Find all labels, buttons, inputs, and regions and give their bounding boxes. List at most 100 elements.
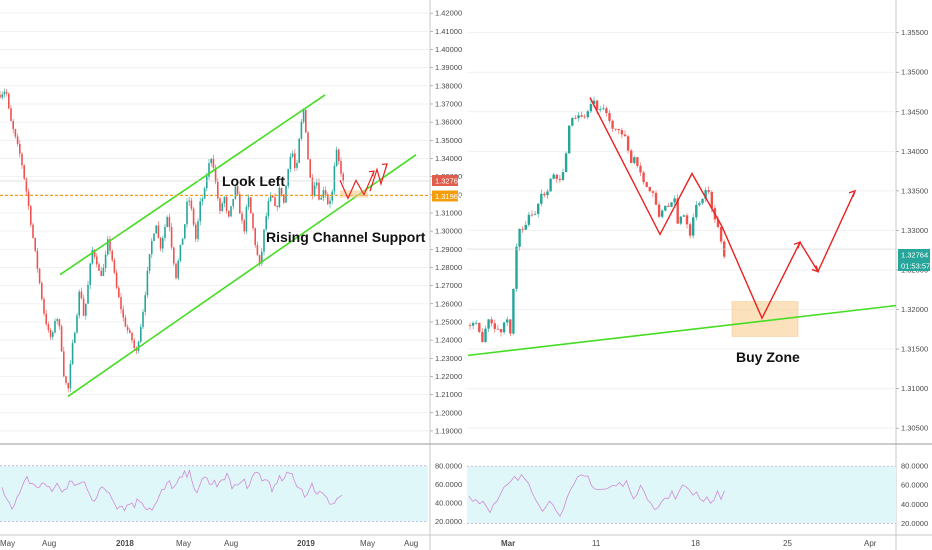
price-tick-label-1-5: 1.33000	[901, 226, 928, 235]
candle-body-0-108	[236, 186, 239, 195]
candle-body-0-134	[294, 153, 296, 168]
candle-body-0-6	[12, 121, 14, 130]
candle-body-0-51	[111, 250, 113, 261]
candle-body-0-109	[239, 194, 241, 214]
candle-body-0-64	[140, 327, 142, 342]
candle-body-0-129	[283, 194, 285, 203]
candle-body-0-0	[0, 94, 1, 98]
left-projection-arrow-0	[339, 170, 375, 200]
price-tick-label-0-4: 1.38000	[435, 81, 462, 90]
candle-body-1-37	[583, 116, 586, 118]
candle-body-0-96	[210, 158, 212, 164]
right-timer-text: 01:53:57	[901, 262, 930, 271]
look-left-label: Look Left	[222, 173, 285, 189]
candle-body-0-24	[52, 332, 54, 337]
candle-body-1-66	[673, 198, 676, 203]
candle-body-0-153	[335, 149, 338, 166]
candle-body-1-50	[623, 134, 627, 137]
rsi-tick-label-0-3: 20.0000	[435, 517, 462, 526]
candle-body-1-77	[707, 190, 710, 192]
candle-body-0-40	[87, 284, 89, 304]
candle-body-0-53	[115, 272, 118, 288]
candle-body-1-16	[518, 228, 521, 247]
rsi-tick-label-0-2: 40.0000	[435, 499, 462, 508]
candle-body-1-74	[698, 203, 701, 205]
candle-body-1-72	[692, 217, 695, 236]
candle-body-0-32	[69, 363, 72, 389]
candle-body-0-72	[157, 225, 160, 238]
x-label-aug-2: Aug	[224, 539, 238, 548]
candle-body-0-82	[179, 244, 182, 261]
candle-body-0-1	[1, 94, 3, 98]
candle-body-0-150	[329, 200, 331, 204]
candle-body-1-10	[499, 329, 503, 333]
candle-body-0-2	[3, 91, 6, 95]
candle-body-0-39	[85, 303, 87, 316]
candle-body-1-39	[589, 104, 593, 112]
x-label-25: 25	[783, 539, 792, 548]
price-tick-label-1-8: 1.31500	[901, 345, 928, 354]
candle-body-1-20	[530, 214, 534, 216]
candle-body-1-42	[599, 109, 602, 110]
candle-body-1-73	[695, 204, 698, 218]
candle-body-0-89	[195, 224, 197, 239]
candle-body-1-28	[555, 174, 558, 179]
candle-body-1-46	[611, 120, 614, 129]
candle-body-0-154	[338, 149, 340, 162]
candle-body-0-137	[300, 121, 303, 139]
candle-body-0-92	[201, 198, 204, 202]
candle-body-0-49	[107, 239, 109, 255]
candle-body-0-67	[146, 270, 149, 296]
candle-body-0-20	[43, 299, 45, 314]
candle-body-0-87	[190, 200, 193, 209]
candle-body-0-132	[289, 156, 292, 170]
price-tick-label-0-2: 1.40000	[435, 45, 462, 54]
candle-body-1-76	[704, 190, 707, 199]
candle-body-0-58	[126, 326, 129, 331]
candle-body-0-11	[23, 165, 25, 179]
candle-body-1-75	[701, 198, 704, 204]
candle-body-0-128	[280, 187, 283, 195]
candle-body-1-19	[527, 214, 531, 225]
candle-body-0-119	[261, 251, 263, 264]
candle-body-1-48	[617, 128, 620, 131]
candle-body-0-97	[212, 158, 215, 168]
candle-body-1-68	[679, 216, 682, 224]
candle-body-0-4	[8, 93, 10, 109]
price-axes: 1.42000 1.41000 1.40000 1.39000 1.38000 1.370…	[430, 9, 928, 528]
candle-body-1-18	[524, 224, 527, 230]
candle-body-1-26	[549, 178, 552, 192]
price-tick-label-0-3: 1.39000	[435, 63, 462, 72]
candle-body-0-123	[269, 195, 272, 202]
candle-body-0-68	[148, 254, 151, 271]
candle-body-1-21	[533, 213, 537, 215]
left-projection-arrow-1	[369, 163, 388, 192]
candle-body-0-80	[175, 263, 177, 279]
candle-body-0-112	[245, 206, 248, 232]
candle-body-1-81	[719, 226, 723, 242]
candle-body-1-41	[595, 100, 599, 110]
candle-body-1-38	[586, 111, 589, 118]
right-arrowhead-2	[848, 189, 857, 198]
candle-body-1-12	[506, 319, 509, 323]
candle-body-1-80	[716, 219, 720, 227]
candle-body-0-33	[71, 342, 74, 364]
candle-body-1-34	[574, 117, 577, 119]
candle-body-0-156	[342, 173, 344, 181]
candle-body-1-63	[664, 205, 667, 211]
candle-body-0-121	[265, 216, 267, 230]
x-label-apr: Apr	[864, 539, 877, 548]
candle-body-1-67	[676, 198, 679, 224]
candle-body-1-4	[481, 331, 484, 343]
candle-body-1-58	[648, 186, 651, 192]
candle-body-0-23	[49, 330, 52, 337]
candle-body-0-102	[223, 197, 226, 204]
candle-body-0-105	[230, 206, 232, 217]
candle-body-0-59	[129, 330, 131, 333]
candle-body-0-29	[63, 351, 65, 377]
candle-body-0-13	[27, 191, 30, 207]
candle-body-1-36	[580, 115, 583, 117]
candle-body-0-125	[274, 197, 276, 207]
rsi-tick-label-1-0: 80.0000	[901, 462, 928, 471]
candle-body-0-135	[296, 162, 298, 168]
